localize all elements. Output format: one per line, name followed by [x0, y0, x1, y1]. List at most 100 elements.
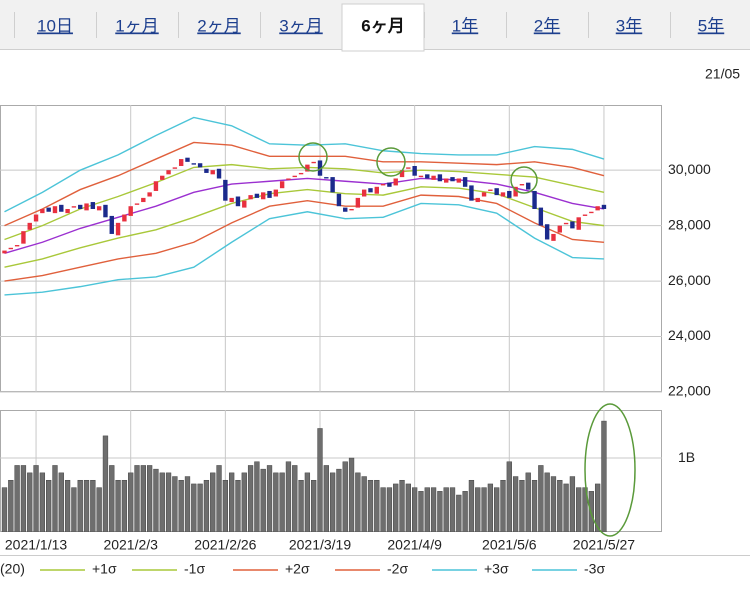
volume-bar [27, 472, 33, 532]
volume-bar [83, 479, 90, 532]
candle [273, 189, 279, 197]
volume-bar [229, 472, 235, 532]
volume-bar [412, 487, 418, 532]
volume-bar [46, 479, 52, 532]
candle [355, 197, 361, 208]
candle [538, 207, 544, 226]
volume-bar [64, 479, 71, 532]
x-tick-label: 2021/5/6 [482, 537, 537, 553]
candle [475, 197, 480, 203]
candle [368, 188, 373, 193]
candle [481, 192, 487, 197]
volume-bar [260, 468, 266, 532]
volume-bar [52, 465, 58, 532]
tab[interactable]: 3ヶ月 [279, 16, 322, 35]
volume-bar [1, 487, 8, 532]
volume-bar [58, 472, 64, 532]
candle [595, 206, 600, 211]
band-line [4, 177, 605, 255]
volume-bar [456, 494, 462, 532]
candle [235, 196, 241, 207]
tab[interactable]: 1ヶ月 [115, 16, 158, 35]
candle [349, 208, 354, 211]
volume-bar [329, 472, 336, 532]
volume-bar [336, 468, 342, 532]
candle [563, 222, 569, 225]
volume-bar [544, 472, 550, 532]
volume-bar [500, 479, 506, 532]
candle [544, 224, 550, 240]
tab[interactable]: 5年 [698, 16, 724, 35]
candle [336, 193, 342, 207]
volume-bar [222, 479, 228, 532]
candle [526, 182, 531, 190]
volume-bar [191, 483, 197, 532]
legend-label: -1σ [184, 561, 205, 577]
tab[interactable]: 3年 [616, 16, 642, 35]
candle [444, 178, 449, 183]
legend-label: -2σ [387, 561, 408, 577]
candle [576, 217, 581, 230]
tab[interactable]: 2ヶ月 [197, 16, 240, 35]
candle [122, 214, 127, 222]
y-tick-label: 30,000 [668, 161, 711, 177]
candle [248, 195, 253, 200]
volume-bar [380, 487, 386, 532]
candle [494, 188, 499, 196]
volume-bar [71, 487, 77, 532]
legend-label: +1σ [92, 561, 117, 577]
candle [141, 197, 146, 203]
volume-bar [178, 479, 184, 532]
x-tick-label: 2021/5/27 [573, 537, 635, 553]
volume-bar [582, 487, 588, 532]
volume-bar [374, 479, 380, 532]
volume-bar [159, 472, 165, 532]
candle [298, 172, 304, 175]
candle [570, 221, 575, 229]
volume-bar [298, 479, 304, 532]
volume-bar [115, 479, 121, 532]
volume-bar [292, 465, 298, 532]
candle [582, 214, 588, 216]
candle [160, 175, 165, 180]
volume-bar [146, 465, 153, 532]
candle [216, 168, 222, 179]
volume-bar [102, 435, 109, 532]
candle [418, 175, 424, 178]
date-label: 21/05 [705, 66, 740, 82]
candle [242, 200, 247, 208]
y-tick-label: 26,000 [668, 272, 711, 288]
volume-bar [594, 483, 601, 532]
tab[interactable]: 10日 [37, 16, 73, 35]
y-tick-label: 28,000 [668, 216, 711, 232]
candle [223, 179, 228, 201]
volume-bar [405, 483, 411, 532]
tab[interactable]: 2年 [534, 16, 560, 35]
band-line [4, 202, 604, 296]
x-tick-label: 2021/3/19 [289, 537, 351, 553]
candle [393, 178, 398, 186]
tab[interactable]: 1年 [452, 16, 478, 35]
candle [387, 182, 392, 187]
y-tick-label: 24,000 [668, 327, 711, 343]
candle [374, 186, 379, 194]
volume-bar [550, 476, 557, 532]
volume-bar [475, 487, 481, 532]
volume-bar [8, 479, 14, 532]
volume-bar [576, 487, 582, 532]
volume-bar [235, 479, 241, 532]
tab[interactable]: 6ヶ月 [361, 16, 404, 35]
volume-bar [273, 472, 279, 532]
candle [551, 233, 556, 241]
band-line [4, 116, 605, 213]
candle [557, 225, 562, 233]
volume-bar [367, 479, 374, 532]
volume-bar [481, 487, 487, 532]
volume-bar [216, 465, 222, 532]
candle [462, 177, 468, 187]
highlight-circle [376, 147, 406, 177]
candle [2, 250, 7, 254]
volume-bar [399, 479, 405, 532]
volume-bar [494, 487, 500, 532]
